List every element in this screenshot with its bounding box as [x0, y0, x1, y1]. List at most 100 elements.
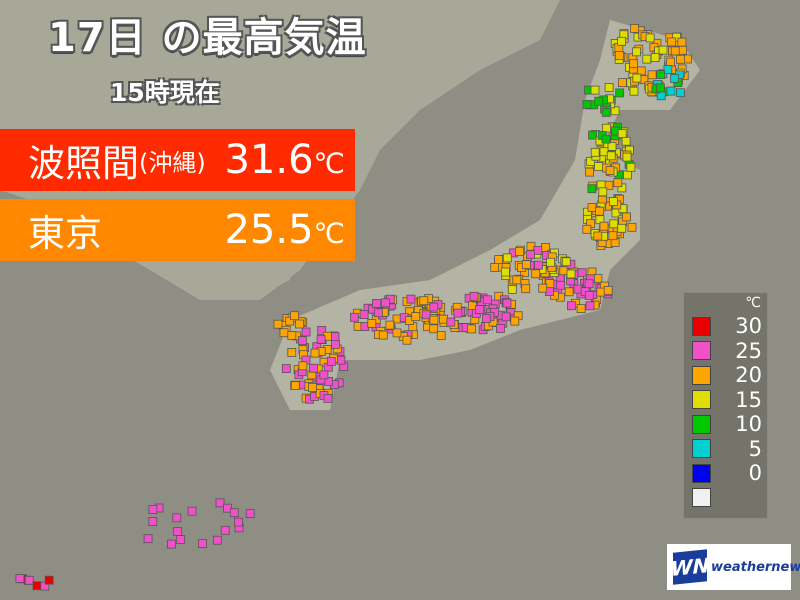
station-marker [650, 53, 660, 62]
legend-label: 10 [735, 412, 762, 436]
station-marker [44, 575, 54, 585]
station-marker [367, 318, 377, 328]
station-marker [604, 83, 614, 92]
station-name: 東京 [28, 212, 102, 255]
station-marker [496, 323, 505, 333]
station-marker [587, 203, 597, 212]
station-marker [603, 285, 613, 295]
station-marker [538, 283, 548, 293]
station-marker [198, 539, 207, 548]
station-marker [378, 330, 388, 340]
legend-item: 30 [692, 315, 762, 337]
station-marker [663, 65, 673, 74]
legend-item [692, 487, 762, 509]
station-marker [429, 324, 439, 334]
station-marker [319, 370, 329, 380]
station-marker [629, 86, 639, 96]
station-marker [316, 334, 326, 344]
station-marker [614, 51, 624, 60]
station-marker [510, 316, 520, 326]
station-marker [308, 382, 317, 392]
station-marker [629, 59, 638, 69]
station-marker [609, 197, 618, 206]
station-marker [501, 312, 511, 322]
station-marker [605, 166, 615, 175]
station-marker [546, 257, 555, 267]
station-marker [148, 517, 158, 526]
station-marker [632, 73, 642, 83]
station-marker [336, 355, 346, 365]
station-marker [561, 257, 571, 267]
station-name: 波照間 [28, 142, 139, 185]
station-marker [599, 147, 609, 157]
legend-item: 0 [692, 462, 762, 484]
legend-label: 5 [748, 436, 762, 461]
station-marker [566, 269, 576, 279]
logo-text: weathernews [711, 559, 800, 575]
legend-item: 20 [692, 364, 762, 386]
station-marker [596, 287, 606, 297]
legend-unit: ℃ [745, 295, 761, 311]
station-marker [587, 184, 597, 194]
temperature-unit: ℃ [313, 147, 345, 180]
station-marker [622, 212, 631, 222]
highlight-tokyo: 東京 25.5℃ [0, 199, 355, 261]
station-marker [658, 45, 668, 55]
station-marker [676, 54, 685, 64]
station-marker [656, 83, 665, 93]
station-marker [411, 312, 421, 322]
station-marker [317, 325, 327, 335]
station-marker [599, 221, 609, 231]
station-marker [666, 86, 676, 96]
station-marker [670, 74, 679, 83]
station-marker [632, 47, 641, 57]
station-marker [609, 219, 619, 229]
station-marker [531, 269, 541, 279]
legend-swatch [692, 390, 711, 409]
station-marker [622, 152, 632, 162]
station-marker [381, 298, 391, 308]
legend-item: 25 [692, 340, 762, 362]
station-marker [212, 535, 222, 545]
station-marker [326, 356, 336, 366]
station-marker [502, 253, 512, 263]
legend-swatch [692, 414, 711, 434]
station-marker [32, 581, 42, 591]
station-marker [373, 308, 383, 318]
station-marker [40, 581, 50, 591]
station-marker [585, 167, 594, 177]
station-marker [490, 262, 500, 272]
station-marker [287, 347, 297, 357]
station-marker [645, 33, 655, 43]
station-marker [521, 284, 531, 294]
station-marker [623, 170, 632, 180]
station-marker [419, 296, 429, 306]
station-marker [359, 310, 369, 320]
legend-item: 15 [692, 389, 762, 411]
station-marker [593, 274, 603, 284]
station-marker [577, 268, 587, 278]
station-marker [515, 247, 524, 257]
weathernews-logo: WN weathernews [667, 544, 800, 590]
station-marker [223, 503, 232, 513]
station-marker [173, 527, 183, 536]
station-marker [608, 231, 618, 241]
station-marker [630, 23, 639, 33]
station-marker [617, 36, 626, 46]
station-marker [429, 315, 439, 325]
station-marker [166, 539, 176, 549]
station-marker [308, 363, 318, 373]
temperature-value: 25.5 [224, 207, 314, 253]
station-marker [436, 331, 446, 340]
station-marker [494, 255, 504, 265]
station-marker [533, 245, 543, 255]
station-marker [621, 136, 631, 146]
station-marker [607, 141, 617, 151]
station-marker [429, 302, 439, 312]
station-marker [677, 37, 687, 47]
temperature-unit: ℃ [313, 217, 345, 250]
station-marker [618, 78, 627, 87]
station-marker [512, 275, 522, 285]
station-marker [323, 393, 333, 403]
station-marker [576, 304, 586, 314]
